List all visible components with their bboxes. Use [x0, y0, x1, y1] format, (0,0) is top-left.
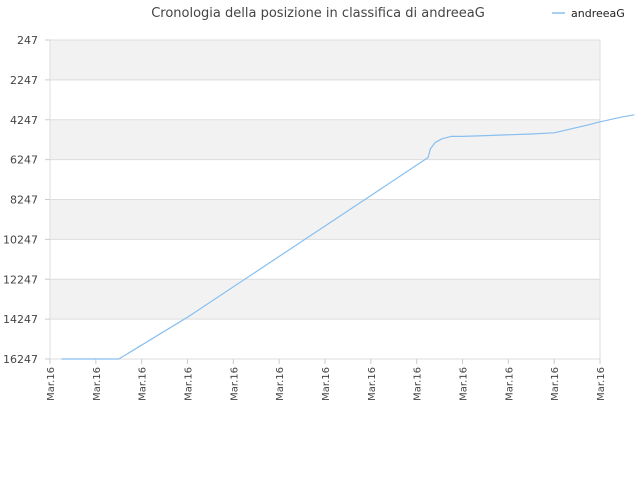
x-tick-label: Mar.16	[413, 367, 424, 401]
x-tick-label: Mar.16	[275, 367, 286, 401]
x-tick-label: Mar.16	[92, 367, 103, 401]
x-tick-label: Mar.16	[367, 367, 378, 401]
x-tick-label: Mar.16	[321, 367, 332, 401]
x-tick-label: Mar.16	[184, 367, 195, 401]
series-layer	[61, 114, 635, 360]
background-band	[50, 199, 600, 240]
x-tick-label: Mar.16	[46, 367, 57, 401]
x-tick-label: Mar.16	[504, 367, 515, 401]
background-band	[50, 119, 600, 160]
series-line	[61, 114, 635, 360]
y-tick-label: 12247	[3, 273, 38, 286]
x-tick-label: Mar.16	[459, 367, 470, 401]
y-tick-label: 2247	[10, 74, 38, 87]
x-tick-label: Mar.16	[550, 367, 561, 401]
y-tick-label: 10247	[3, 233, 38, 246]
chart-title: Cronologia della posizione in classifica…	[151, 6, 485, 21]
y-tick-label: 4247	[10, 114, 38, 127]
background-band	[50, 279, 600, 320]
y-tick-label: 8247	[10, 194, 38, 207]
y-axis-ticks: 247 2247 4247 6247 8247 10247 12247 14247 16247	[3, 34, 50, 366]
y-tick-label: 6247	[10, 154, 38, 167]
legend-label: andreeaG	[571, 7, 625, 20]
x-axis-ticks: Mar.16 Mar.16 Mar.16 Mar.16 Mar.16 Mar.16 Mar.…	[46, 359, 607, 401]
background-band	[50, 40, 600, 80]
x-tick-label: Mar.16	[596, 367, 607, 401]
y-tick-label: 247	[17, 34, 38, 47]
legend: andreeaG	[552, 7, 625, 20]
background-bands	[50, 40, 600, 320]
y-tick-label: 16247	[3, 353, 38, 366]
x-tick-label: Mar.16	[229, 367, 240, 401]
x-tick-label: Mar.16	[138, 367, 149, 401]
y-tick-label: 14247	[3, 313, 38, 326]
